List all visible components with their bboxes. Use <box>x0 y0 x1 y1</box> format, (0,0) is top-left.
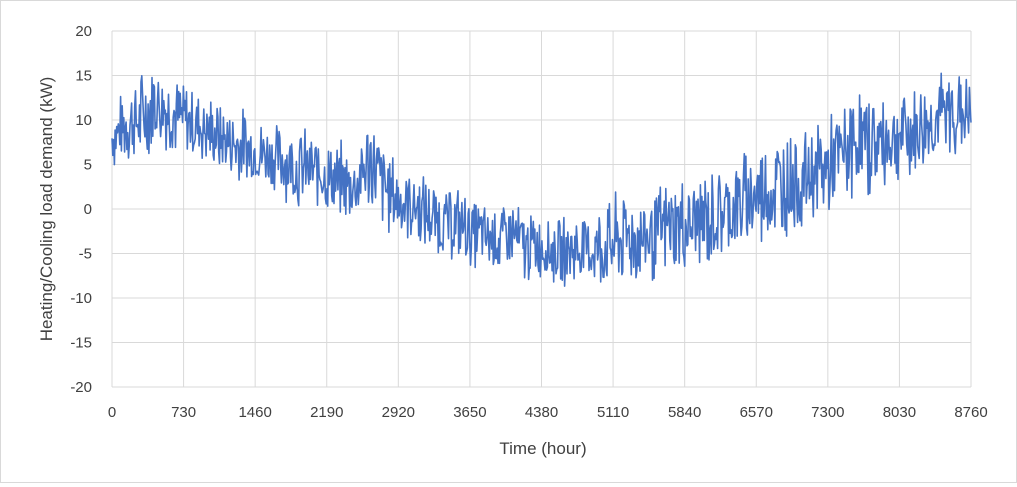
x-tick-label: 6570 <box>740 404 773 421</box>
y-axis-title: Heating/Cooling load demand (kW) <box>37 77 56 342</box>
x-tick-label: 5840 <box>668 404 701 421</box>
x-tick-label: 2920 <box>382 404 415 421</box>
y-tick-label: 15 <box>75 68 92 85</box>
gridlines <box>111 30 972 388</box>
y-tick-label: 5 <box>84 157 92 174</box>
y-tick-label: -20 <box>70 379 92 396</box>
y-tick-label: -15 <box>70 335 92 352</box>
x-axis-title: Time (hour) <box>499 439 586 458</box>
x-tick-label: 730 <box>171 404 196 421</box>
x-tick-label: 1460 <box>238 404 271 421</box>
tick-labels: -20 -15 -10 -5 0 5 10 15 20 0 730 1460 2190 2920 3650 4… <box>70 23 987 421</box>
y-tick-label: -10 <box>70 290 92 307</box>
x-tick-label: 2190 <box>310 404 343 421</box>
x-tick-label: 0 <box>108 404 116 421</box>
x-tick-label: 8030 <box>883 404 916 421</box>
y-tick-label: -5 <box>79 246 92 263</box>
y-tick-label: 20 <box>75 23 92 40</box>
x-tick-label: 4380 <box>525 404 558 421</box>
x-tick-label: 7300 <box>811 404 844 421</box>
series-layer <box>111 72 972 287</box>
series-line <box>111 72 972 287</box>
x-tick-label: 5110 <box>597 404 629 421</box>
y-tick-label: 10 <box>75 112 92 129</box>
x-tick-label: 8760 <box>954 404 987 421</box>
x-tick-label: 3650 <box>453 404 486 421</box>
y-tick-label: 0 <box>84 201 92 218</box>
